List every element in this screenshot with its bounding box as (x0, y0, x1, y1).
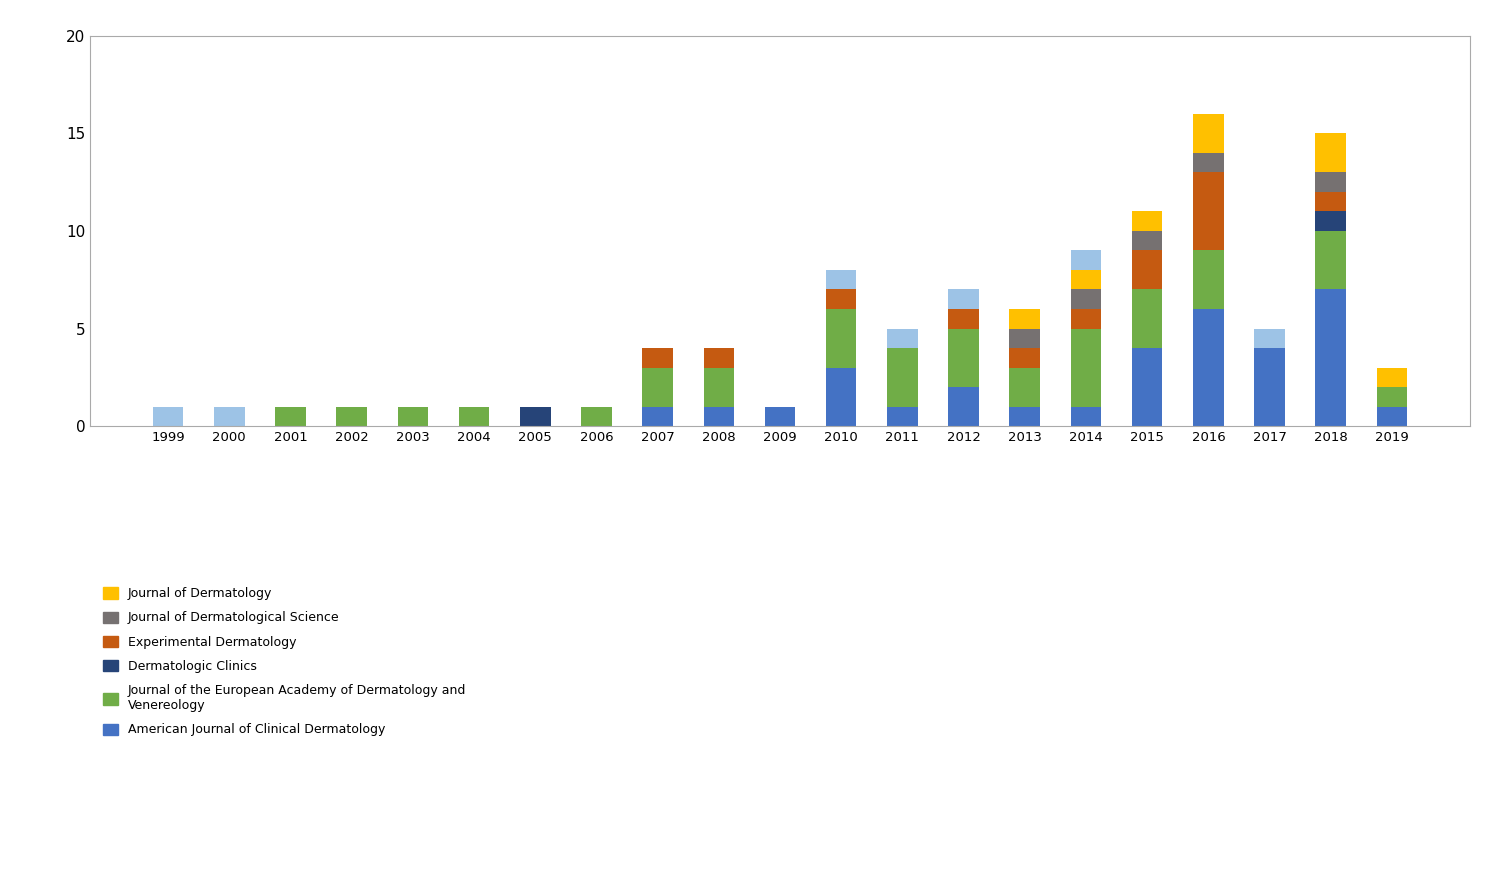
Bar (886, 329, 918, 348)
Bar (1010, 407, 1040, 426)
Bar (1254, 348, 1286, 426)
Bar (827, 270, 856, 289)
Bar (1316, 133, 1346, 172)
Bar (1132, 211, 1162, 231)
Bar (948, 289, 980, 309)
Bar (704, 407, 734, 426)
Bar (827, 368, 856, 426)
Bar (1192, 172, 1224, 250)
Bar (1010, 348, 1040, 368)
Bar (1192, 114, 1224, 153)
Bar (1254, 329, 1286, 348)
Legend: Journal of Dermatology, Journal of Dermatological Science, Experimental Dermatol: Journal of Dermatology, Journal of Derma… (96, 581, 472, 742)
Bar (1316, 172, 1346, 192)
Bar (1132, 250, 1162, 289)
Bar (153, 407, 183, 426)
Bar (398, 407, 427, 426)
Bar (642, 368, 674, 407)
Bar (1316, 289, 1346, 426)
Bar (1071, 250, 1101, 270)
Bar (948, 387, 980, 426)
Bar (765, 407, 795, 426)
Bar (1132, 348, 1162, 426)
Bar (1071, 289, 1101, 309)
Bar (948, 329, 980, 387)
Bar (1010, 368, 1040, 407)
Bar (1377, 387, 1407, 407)
Bar (274, 407, 306, 426)
Bar (1192, 153, 1224, 172)
Bar (1132, 231, 1162, 250)
Bar (1377, 368, 1407, 387)
Bar (580, 407, 612, 426)
Bar (1192, 309, 1224, 426)
Bar (827, 309, 856, 368)
Bar (827, 289, 856, 309)
Bar (214, 407, 244, 426)
Bar (1377, 407, 1407, 426)
Bar (642, 348, 674, 368)
Bar (459, 407, 489, 426)
Bar (336, 407, 368, 426)
Bar (1071, 329, 1101, 407)
Bar (948, 309, 980, 329)
Bar (1316, 231, 1346, 289)
Bar (1071, 309, 1101, 329)
Bar (886, 348, 918, 407)
Bar (1316, 192, 1346, 211)
Bar (1010, 309, 1040, 329)
Bar (704, 368, 734, 407)
Bar (1192, 250, 1224, 309)
Bar (704, 348, 734, 368)
Bar (886, 407, 918, 426)
Bar (1071, 270, 1101, 289)
Bar (1010, 329, 1040, 348)
Bar (1071, 407, 1101, 426)
Bar (1132, 289, 1162, 348)
Bar (520, 407, 550, 426)
Bar (642, 407, 674, 426)
Bar (1316, 211, 1346, 231)
